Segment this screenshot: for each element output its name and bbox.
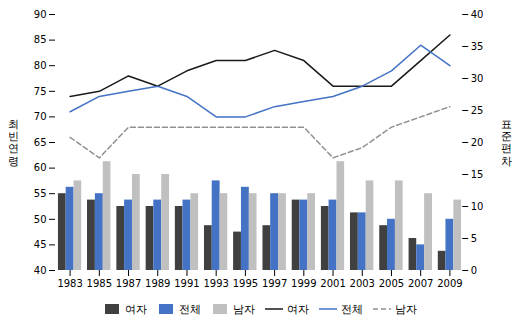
svg-text:50: 50	[34, 214, 47, 225]
svg-text:85: 85	[34, 34, 47, 45]
svg-text:40: 40	[34, 265, 47, 276]
svg-text:10: 10	[471, 201, 484, 212]
svg-text:5: 5	[471, 233, 477, 244]
svg-text:15: 15	[471, 169, 484, 180]
svg-text:1999: 1999	[291, 278, 316, 289]
html-text:여자: 여자	[286, 302, 309, 316]
svg-text:90: 90	[34, 9, 47, 20]
svg-text:65: 65	[34, 137, 47, 148]
svg-text:40: 40	[471, 9, 484, 20]
svg-text:1989: 1989	[145, 278, 170, 289]
svg-text:1993: 1993	[203, 278, 228, 289]
svg-text:1991: 1991	[174, 278, 199, 289]
svg-text:35: 35	[471, 41, 484, 52]
svg-text:45: 45	[34, 239, 47, 250]
html-text:여자: 여자	[124, 302, 147, 316]
svg-text:2001: 2001	[320, 278, 345, 289]
svg-text:2005: 2005	[379, 278, 404, 289]
svg-text:1995: 1995	[233, 278, 258, 289]
html-text:전체: 전체	[178, 302, 201, 316]
svg-text:0: 0	[471, 265, 477, 276]
svg-text:75: 75	[34, 86, 47, 97]
svg-text:최빈연령: 최빈연령	[8, 118, 19, 167]
svg-text:60: 60	[34, 162, 47, 173]
html-text:전체: 전체	[340, 302, 363, 316]
html-text:남자: 남자	[394, 302, 417, 316]
svg-text:80: 80	[34, 60, 47, 71]
svg-text:2003: 2003	[350, 278, 375, 289]
svg-text:30: 30	[471, 73, 484, 84]
svg-text:1985: 1985	[87, 278, 112, 289]
svg-text:70: 70	[34, 111, 47, 122]
svg-text:20: 20	[471, 137, 484, 148]
svg-text:1997: 1997	[262, 278, 287, 289]
html-text:남자: 남자	[232, 302, 255, 316]
svg-text:2007: 2007	[408, 278, 433, 289]
svg-text:2009: 2009	[437, 278, 462, 289]
svg-text:25: 25	[471, 105, 484, 116]
svg-text:표준편차: 표준편차	[501, 118, 512, 167]
svg-text:55: 55	[34, 188, 47, 199]
svg-text:1987: 1987	[116, 278, 141, 289]
svg-text:1983: 1983	[57, 278, 82, 289]
